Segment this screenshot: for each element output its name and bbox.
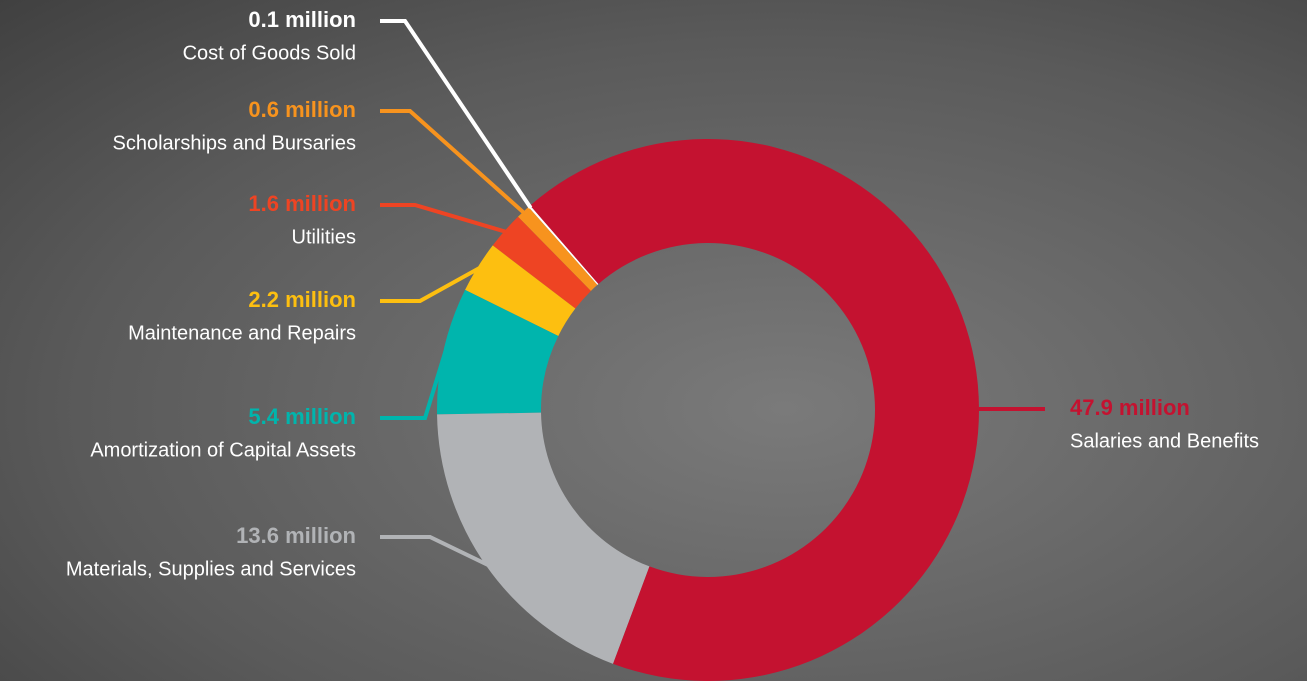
labels: 0.1 million Cost of Goods Sold 0.6 million… — [66, 7, 1259, 580]
value-label: 13.6 million — [236, 523, 356, 548]
value-label: 5.4 million — [248, 404, 356, 429]
value-label: 47.9 million — [1070, 395, 1190, 420]
leader-line — [380, 266, 481, 303]
donut — [437, 139, 979, 681]
category-label: Materials, Supplies and Services — [66, 558, 356, 580]
category-label: Maintenance and Repairs — [128, 322, 356, 344]
slice — [517, 207, 598, 291]
category-label: Amortization of Capital Assets — [90, 439, 356, 461]
value-label: 2.2 million — [248, 287, 356, 312]
category-label: Utilities — [292, 226, 356, 248]
slice — [528, 205, 599, 285]
leader-line — [380, 535, 490, 567]
category-label: Cost of Goods Sold — [183, 42, 356, 64]
category-label: Scholarships and Bursaries — [113, 132, 356, 154]
leader-line — [380, 109, 526, 215]
value-label: 0.1 million — [248, 7, 356, 32]
category-label: Salaries and Benefits — [1070, 430, 1259, 452]
value-label: 1.6 million — [248, 191, 356, 216]
value-label: 0.6 million — [248, 97, 356, 122]
leader-line — [380, 203, 507, 234]
leader-line — [380, 350, 448, 420]
slice — [437, 289, 559, 415]
leader-line — [380, 19, 533, 209]
slice — [530, 139, 979, 681]
slice — [465, 245, 576, 336]
slice — [437, 412, 650, 664]
slice — [492, 216, 591, 309]
